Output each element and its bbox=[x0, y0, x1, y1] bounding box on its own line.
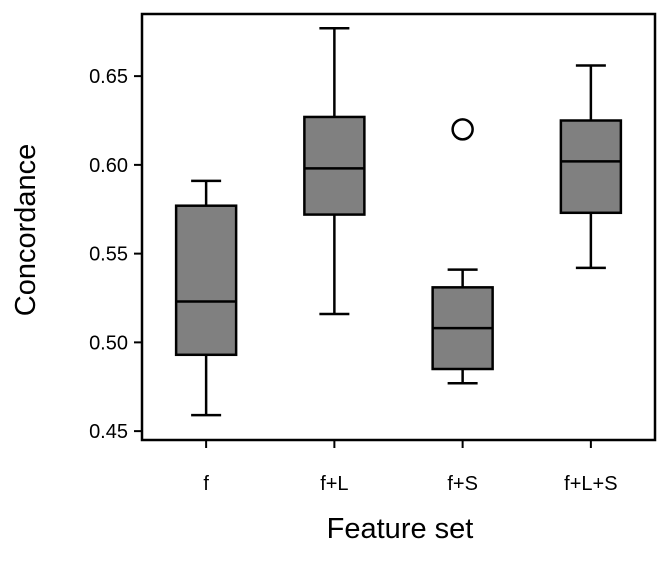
x-tick-label: f bbox=[203, 473, 209, 495]
iqr-box bbox=[559, 119, 623, 215]
y-tick-label: 0.50 bbox=[89, 332, 128, 354]
y-axis-title: Concordance bbox=[10, 144, 42, 317]
outlier-point bbox=[451, 118, 474, 141]
plot-content bbox=[174, 26, 623, 417]
box-3 bbox=[431, 118, 494, 385]
y-tick-label: 0.65 bbox=[89, 66, 128, 88]
x-axis-title: Feature set bbox=[327, 513, 474, 545]
box-4 bbox=[559, 64, 623, 270]
iqr-box bbox=[303, 115, 366, 216]
x-axis-ticks: f f+L f+S f+L+S bbox=[203, 440, 618, 495]
y-tick-label: 0.45 bbox=[89, 421, 128, 443]
box-1 bbox=[174, 179, 238, 417]
y-tick-label: 0.55 bbox=[89, 244, 128, 266]
y-tick-label: 0.60 bbox=[89, 155, 128, 177]
x-tick-label: f+S bbox=[447, 473, 478, 495]
x-tick-label: f+L bbox=[320, 473, 348, 495]
iqr-box bbox=[174, 204, 238, 357]
box-2 bbox=[303, 26, 366, 316]
y-axis-ticks: 0.45 0.50 0.55 0.60 0.65 bbox=[89, 66, 142, 443]
plot-frame bbox=[140, 12, 657, 442]
x-tick-label: f+L+S bbox=[564, 473, 617, 495]
